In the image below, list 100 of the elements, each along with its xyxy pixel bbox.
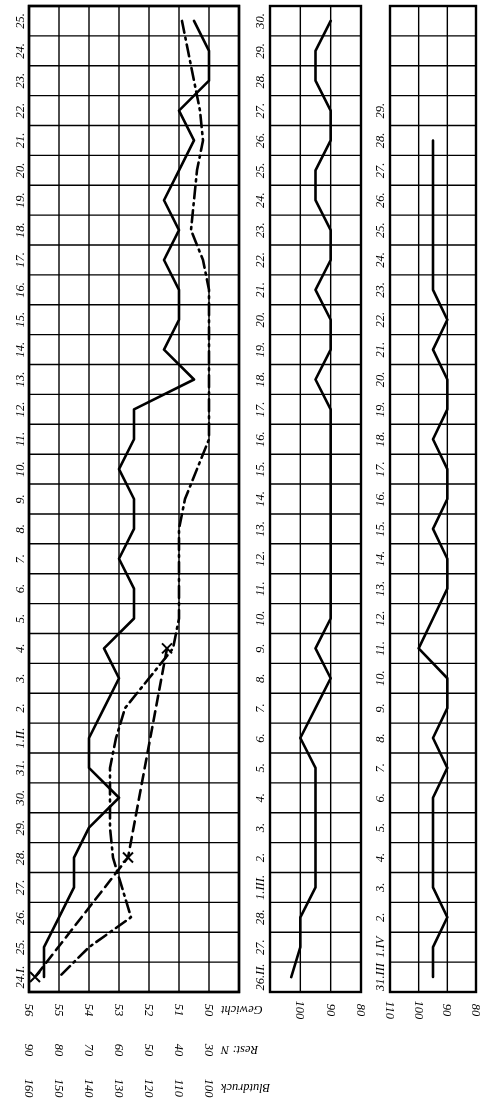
y-tick-label: 7. (373, 763, 387, 773)
y-tick-label: 6. (373, 793, 387, 803)
y-tick-label: 5. (253, 763, 267, 773)
y-tick-label: 10. (13, 461, 27, 477)
y-tick-label: 26. (373, 192, 387, 209)
y-tick-label: 4. (253, 793, 267, 803)
y-tick-label: 22. (253, 252, 267, 268)
x2-tick-label: 140 (82, 1078, 96, 1099)
y-tick-label: 28. (373, 132, 387, 149)
y-tick-label: 1.IV (373, 935, 387, 958)
y-tick-label: 11. (13, 431, 27, 447)
x2-axis-title: Blutdruck (220, 1081, 271, 1095)
y-tick-label: 16. (253, 431, 267, 448)
y-tick-label: 5. (373, 822, 387, 833)
x-tick-label: 90 (323, 1003, 338, 1017)
y-tick-label: 20. (13, 162, 27, 179)
y-tick-label: 25. (13, 13, 27, 29)
x-tick-label: 100 (411, 1000, 426, 1021)
y-tick-label: 4. (13, 643, 27, 654)
y-tick-label: 12. (373, 610, 387, 627)
y-tick-label: 29. (13, 819, 27, 836)
y-tick-label: 11. (253, 581, 267, 596)
y-tick-label: 7. (13, 554, 27, 564)
x2-tick-label: 160 (22, 1078, 36, 1099)
x-tick-label: 40 (172, 1043, 186, 1057)
x2-tick-label: 100 (202, 1078, 216, 1099)
y-tick-label: 14. (13, 341, 27, 358)
y-tick-label: 23. (13, 72, 27, 89)
y-tick-label: 27. (373, 162, 387, 179)
y-tick-label: 17. (373, 461, 387, 477)
y-tick-label: 26. (13, 909, 27, 926)
x-axis-title: Rest: N (220, 1043, 260, 1057)
y-tick-label: 22. (373, 311, 387, 328)
y-tick-label: 18. (13, 222, 27, 238)
y-tick-label: 1.III. (253, 874, 267, 900)
y-tick-label: 18. (253, 371, 267, 388)
y-tick-label: 15. (13, 311, 27, 328)
y-tick-label: 14. (253, 491, 267, 507)
y-tick-label: 11. (373, 641, 387, 656)
y-tick-label: 8. (13, 524, 27, 534)
y-tick-label: 27. (13, 879, 27, 896)
y-tick-label: 31. (13, 760, 27, 777)
y-tick-label: 26.II. (253, 963, 267, 991)
y-tick-label: 19. (373, 401, 387, 418)
x-tick-label: 54 (82, 1003, 96, 1017)
y-tick-label: 3. (373, 882, 387, 894)
y-tick-label: 13. (373, 580, 387, 597)
y-tick-label: 24. (373, 252, 387, 268)
y-tick-label: 12. (253, 550, 267, 567)
y-tick-label: 28. (253, 909, 267, 926)
y-tick-label: 12. (13, 401, 27, 418)
y-tick-label: 9. (253, 643, 267, 654)
y-tick-label: 8. (373, 733, 387, 743)
x-tick-label: 80 (52, 1043, 66, 1057)
x2-tick-label: 130 (112, 1078, 126, 1099)
x-tick-label: 51 (172, 1003, 186, 1017)
y-tick-label: 19. (253, 341, 267, 358)
y-tick-label: 24. (13, 43, 27, 59)
x2-tick-label: 120 (142, 1078, 156, 1099)
y-tick-label: 16. (373, 491, 387, 507)
y-tick-label: 8. (253, 673, 267, 683)
x-tick-label: 30 (202, 1042, 216, 1057)
y-tick-label: 1.II. (13, 727, 27, 749)
y-tick-label: 2. (253, 852, 267, 863)
y-tick-label: 25. (13, 939, 27, 955)
y-tick-label: 30. (13, 789, 27, 807)
y-tick-label: 2. (373, 912, 387, 922)
y-tick-label: 29. (373, 102, 387, 119)
y-tick-label: 18. (373, 431, 387, 448)
x-tick-label: 100 (293, 1000, 308, 1021)
y-tick-label: 6. (253, 733, 267, 743)
y-tick-label: 16. (13, 282, 27, 298)
y-tick-label: 29. (253, 43, 267, 59)
x-tick-label: 80 (469, 1003, 483, 1017)
x-axis-title: Gewicht (220, 1003, 263, 1017)
y-tick-label: 27. (253, 939, 267, 955)
y-tick-label: 23. (373, 282, 387, 298)
x2-tick-label: 150 (52, 1078, 66, 1099)
y-tick-label: 15. (373, 521, 387, 537)
y-tick-label: 21. (253, 282, 267, 298)
y-tick-label: 17. (253, 401, 267, 418)
x-tick-label: 80 (354, 1003, 368, 1017)
y-tick-label: 15. (253, 461, 267, 477)
x-tick-label: 53 (112, 1003, 126, 1017)
y-tick-label: 30. (253, 13, 267, 30)
y-tick-label: 20. (373, 371, 387, 388)
y-tick-label: 3. (253, 822, 267, 834)
y-tick-label: 13. (13, 371, 27, 388)
y-tick-label: 4. (373, 852, 387, 863)
y-tick-label: 22. (13, 102, 27, 119)
y-tick-label: 28. (253, 72, 267, 89)
x-tick-label: 55 (52, 1003, 66, 1017)
y-tick-label: 31.III (373, 962, 387, 993)
y-tick-label: 10. (373, 670, 387, 687)
x-tick-label: 110 (383, 1001, 397, 1020)
y-tick-label: 25. (373, 222, 387, 238)
y-tick-label: 26. (253, 132, 267, 149)
y-tick-label: 21. (13, 132, 27, 149)
y-tick-label: 21. (373, 341, 387, 358)
y-tick-label: 19. (13, 192, 27, 209)
